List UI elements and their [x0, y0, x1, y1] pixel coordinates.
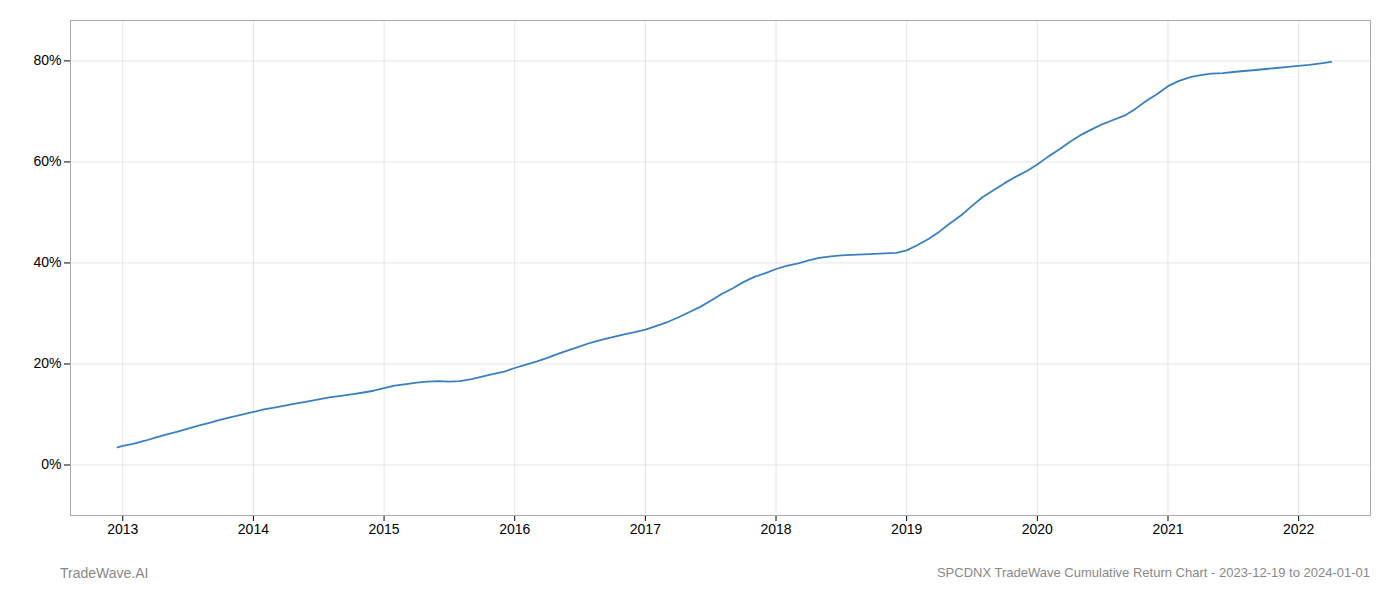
svg-text:20%: 20%: [33, 355, 61, 371]
svg-text:2016: 2016: [499, 521, 530, 537]
svg-text:2020: 2020: [1022, 521, 1053, 537]
svg-text:2021: 2021: [1152, 521, 1183, 537]
html-text:SPCDNX TradeWave Cumulative Re: SPCDNX TradeWave Cumulative Return Chart…: [936, 565, 1370, 580]
svg-text:0%: 0%: [41, 456, 61, 472]
svg-text:80%: 80%: [33, 52, 61, 68]
svg-text:2015: 2015: [368, 521, 399, 537]
html-text:TradeWave.AI: TradeWave.AI: [60, 565, 149, 581]
svg-text:2014: 2014: [238, 521, 269, 537]
svg-text:60%: 60%: [33, 153, 61, 169]
svg-text:2018: 2018: [760, 521, 791, 537]
svg-text:2013: 2013: [107, 521, 138, 537]
svg-text:2022: 2022: [1283, 521, 1314, 537]
svg-text:2017: 2017: [630, 521, 661, 537]
svg-text:2019: 2019: [891, 521, 922, 537]
svg-text:40%: 40%: [33, 254, 61, 270]
